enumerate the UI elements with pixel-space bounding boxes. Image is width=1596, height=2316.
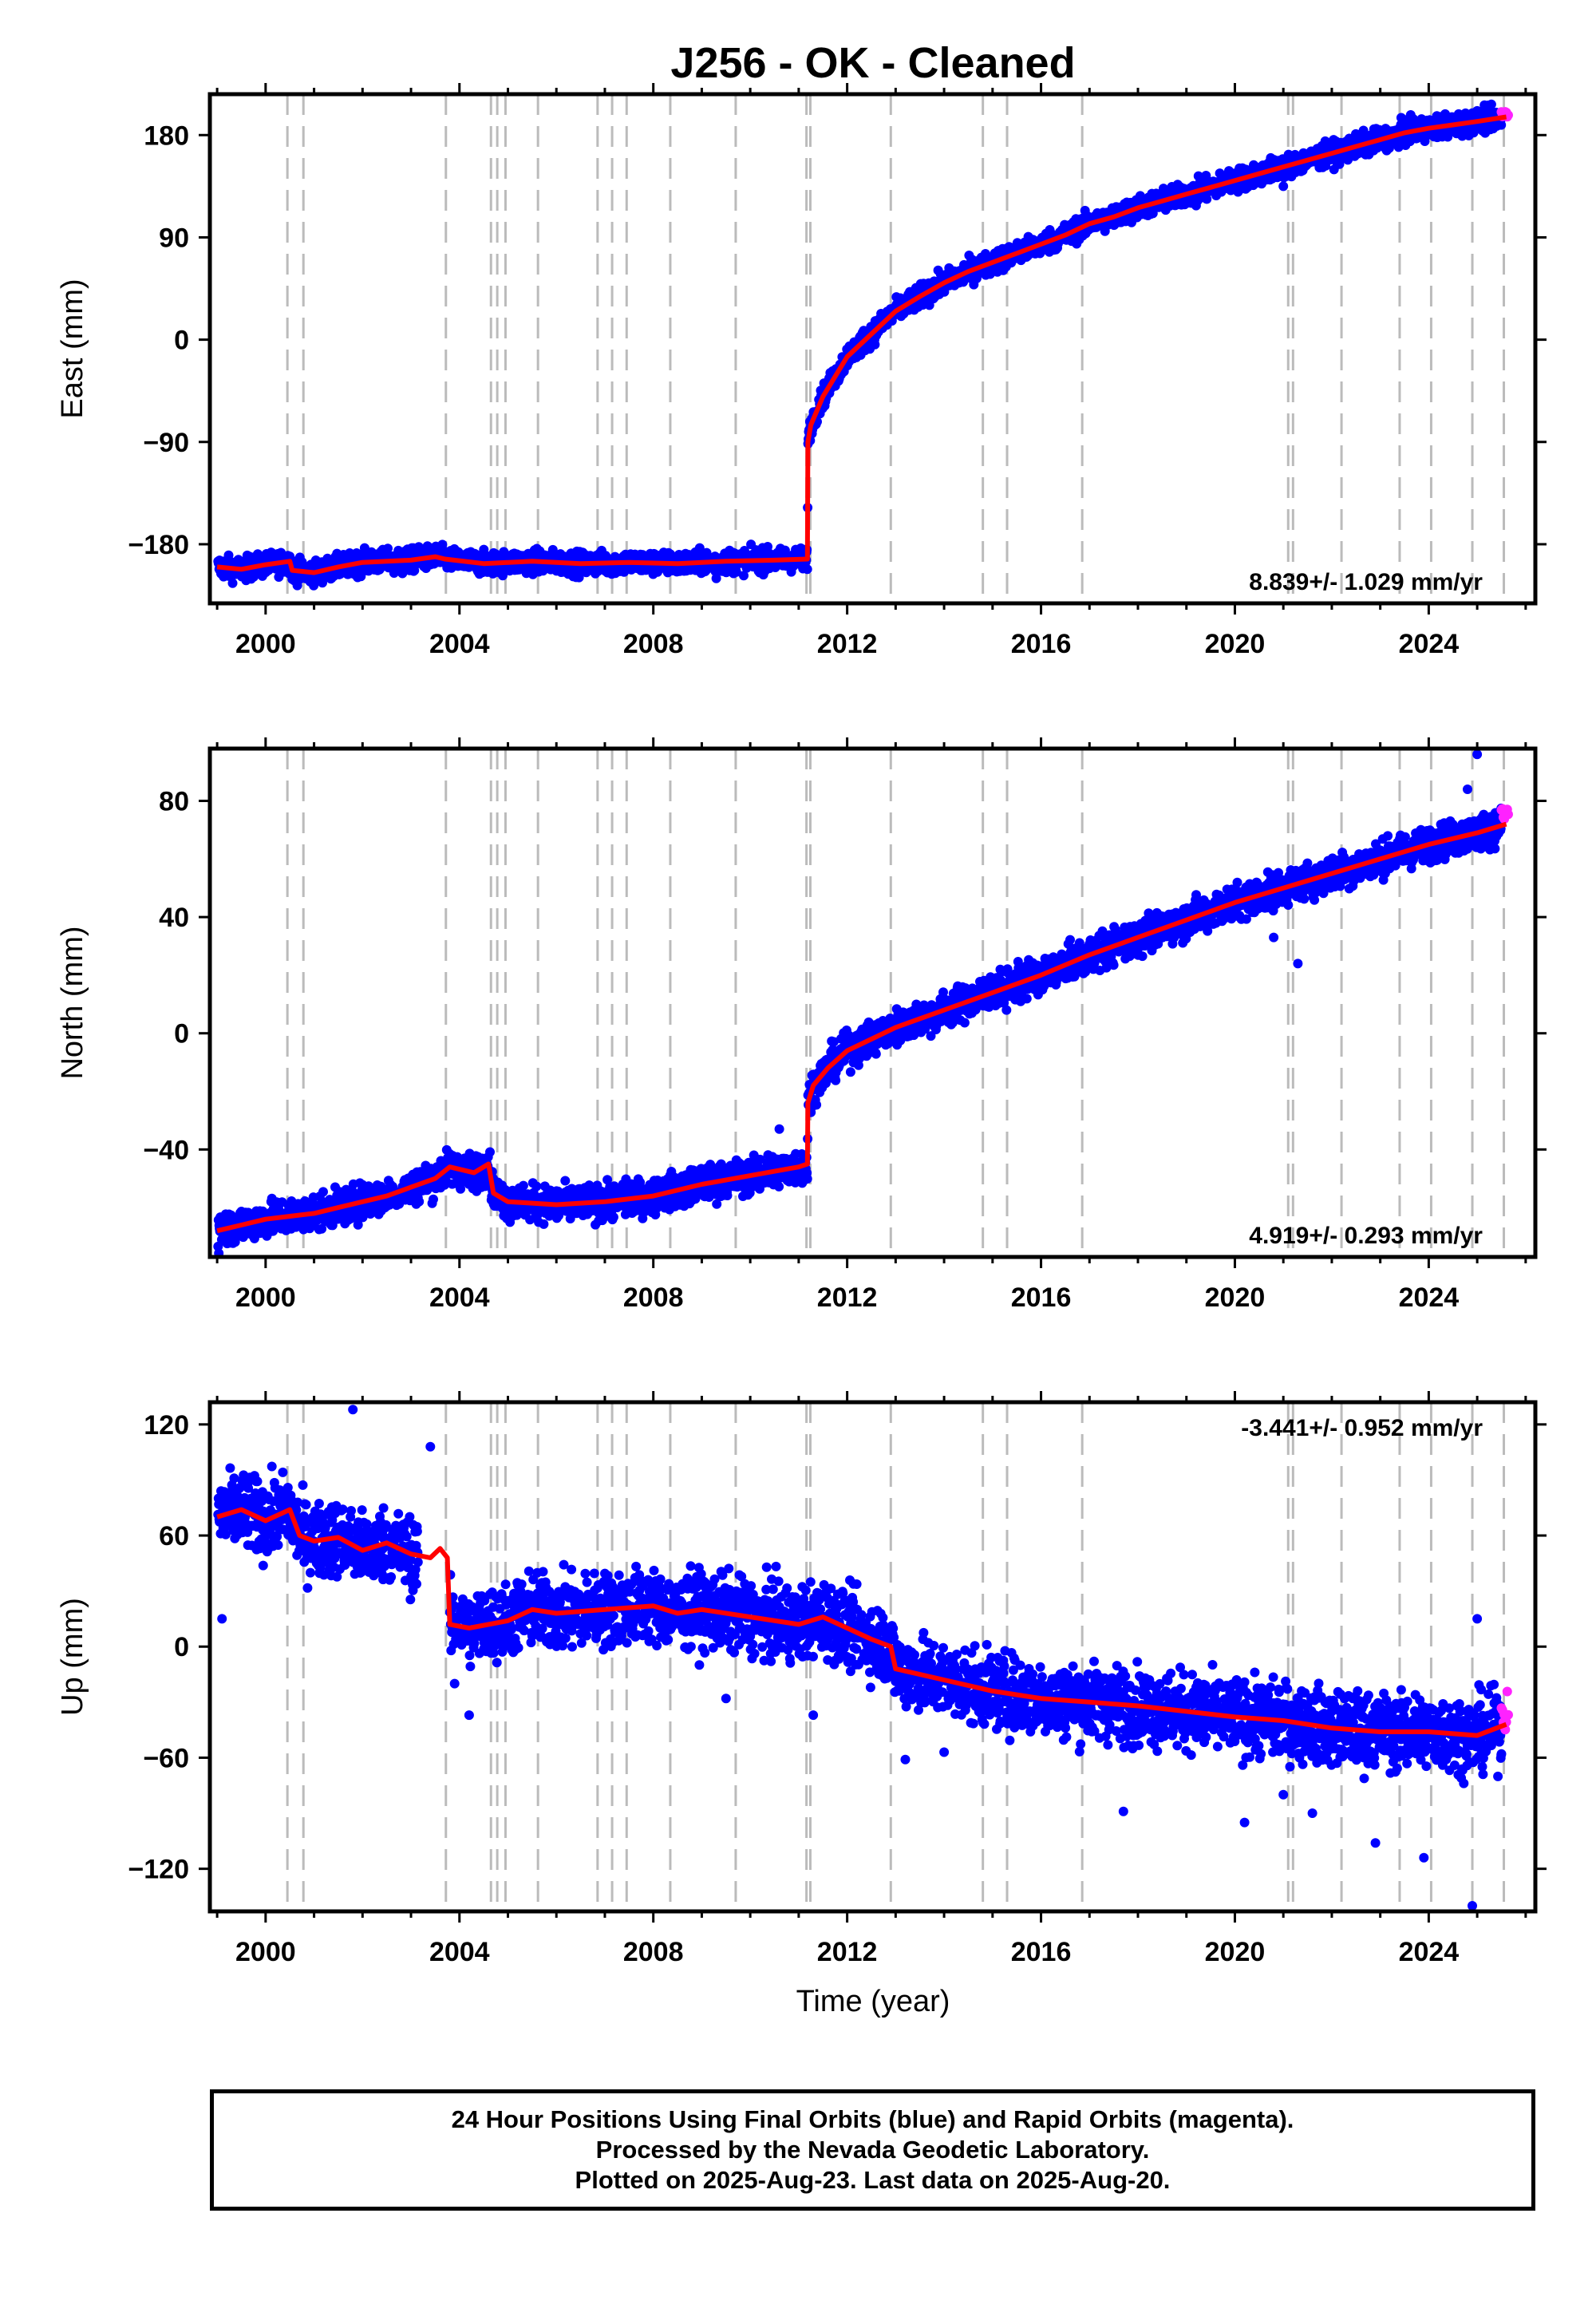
up-panel: 2000 2004 2008 2012 2016 2020 2024 −120 −60 0 60 12… — [56, 1391, 1547, 1967]
up-y-axis-label: Up (mm) — [56, 1598, 89, 1716]
up-final-points — [213, 1405, 1507, 1911]
north-y-ticks: −40 0 40 80 — [143, 787, 1547, 1165]
east-y-ticks: −180 −90 0 90 180 — [128, 121, 1547, 560]
footer-note: 24 Hour Positions Using Final Orbits (bl… — [210, 2089, 1535, 2211]
y-tick-label: 0 — [174, 1019, 189, 1049]
x-tick-label: 2016 — [1011, 1282, 1072, 1313]
up-rate-label: -3.441+/- 0.952 mm/yr — [1241, 1415, 1483, 1441]
up-frame — [207, 1400, 1538, 1914]
y-tick-label: 60 — [159, 1521, 189, 1551]
x-tick-label: 2012 — [817, 1937, 878, 1967]
x-tick-label: 2008 — [623, 629, 684, 659]
x-tick-label: 2020 — [1205, 1282, 1266, 1313]
x-tick-label: 2004 — [429, 629, 490, 659]
x-tick-label: 2000 — [235, 1937, 296, 1967]
x-tick-label: 2012 — [817, 1282, 878, 1313]
y-tick-label: 180 — [144, 121, 189, 151]
up-model-line — [216, 1507, 1507, 1738]
north-frame — [207, 746, 1538, 1259]
y-tick-label: −90 — [143, 428, 189, 458]
north-final-points — [213, 749, 1507, 1259]
chart-title: J256 - OK - Cleaned — [670, 39, 1075, 87]
north-model-line — [216, 821, 1507, 1234]
x-tick-label: 2000 — [235, 629, 296, 659]
y-tick-label: 0 — [174, 1632, 189, 1662]
x-tick-label: 2020 — [1205, 629, 1266, 659]
y-tick-label: −120 — [128, 1855, 189, 1885]
x-tick-label: 2024 — [1399, 1282, 1460, 1313]
east-rate-label: 8.839+/- 1.029 mm/yr — [1249, 569, 1483, 595]
up-points — [213, 1405, 1513, 1911]
y-tick-label: −60 — [143, 1743, 189, 1773]
east-panel: 2000 2004 2008 2012 2016 2020 2024 −180 −90 0 90 18… — [56, 83, 1547, 659]
north-points — [213, 749, 1513, 1259]
x-tick-label: 2020 — [1205, 1937, 1266, 1967]
east-frame — [207, 92, 1538, 606]
x-tick-label: 2004 — [429, 1937, 490, 1967]
y-tick-label: 80 — [159, 787, 189, 817]
y-tick-label: 0 — [174, 326, 189, 356]
x-axis-label: Time (year) — [796, 1985, 950, 2018]
x-tick-label: 2008 — [623, 1937, 684, 1967]
north-x-ticks: 2000 2004 2008 2012 2016 2020 2024 — [215, 737, 1527, 1313]
up-y-ticks: −120 −60 0 60 120 — [128, 1410, 1547, 1885]
y-tick-label: −40 — [143, 1135, 189, 1165]
y-tick-label: −180 — [128, 530, 189, 560]
y-tick-label: 40 — [159, 903, 189, 933]
east-y-axis-label: East (mm) — [56, 279, 89, 418]
east-model-line — [216, 114, 1507, 575]
footer-line-1: 24 Hour Positions Using Final Orbits (bl… — [451, 2105, 1294, 2133]
north-rapid-points — [1496, 804, 1513, 824]
east-x-ticks: 2000 2004 2008 2012 2016 2020 2024 — [215, 83, 1527, 659]
x-tick-label: 2024 — [1399, 1937, 1460, 1967]
up-event-lines — [286, 1402, 1506, 1911]
footer-line-2: Processed by the Nevada Geodetic Laborat… — [595, 2136, 1150, 2164]
x-tick-label: 2016 — [1011, 629, 1072, 659]
north-y-axis-label: North (mm) — [56, 926, 89, 1079]
x-tick-label: 2000 — [235, 1282, 296, 1313]
footer-line-3: Plotted on 2025-Aug-23. Last data on 202… — [575, 2166, 1171, 2194]
north-panel: 2000 2004 2008 2012 2016 2020 2024 −40 0 40 80 Nort… — [56, 737, 1547, 1313]
x-tick-label: 2004 — [429, 1282, 490, 1313]
x-tick-label: 2024 — [1399, 629, 1460, 659]
x-tick-label: 2012 — [817, 629, 878, 659]
up-x-ticks: 2000 2004 2008 2012 2016 2020 2024 — [215, 1391, 1527, 1967]
north-rate-label: 4.919+/- 0.293 mm/yr — [1249, 1223, 1483, 1249]
up-rapid-points — [1496, 1686, 1513, 1735]
x-tick-label: 2008 — [623, 1282, 684, 1313]
x-tick-label: 2016 — [1011, 1937, 1072, 1967]
y-tick-label: 120 — [144, 1410, 189, 1441]
y-tick-label: 90 — [159, 223, 189, 253]
